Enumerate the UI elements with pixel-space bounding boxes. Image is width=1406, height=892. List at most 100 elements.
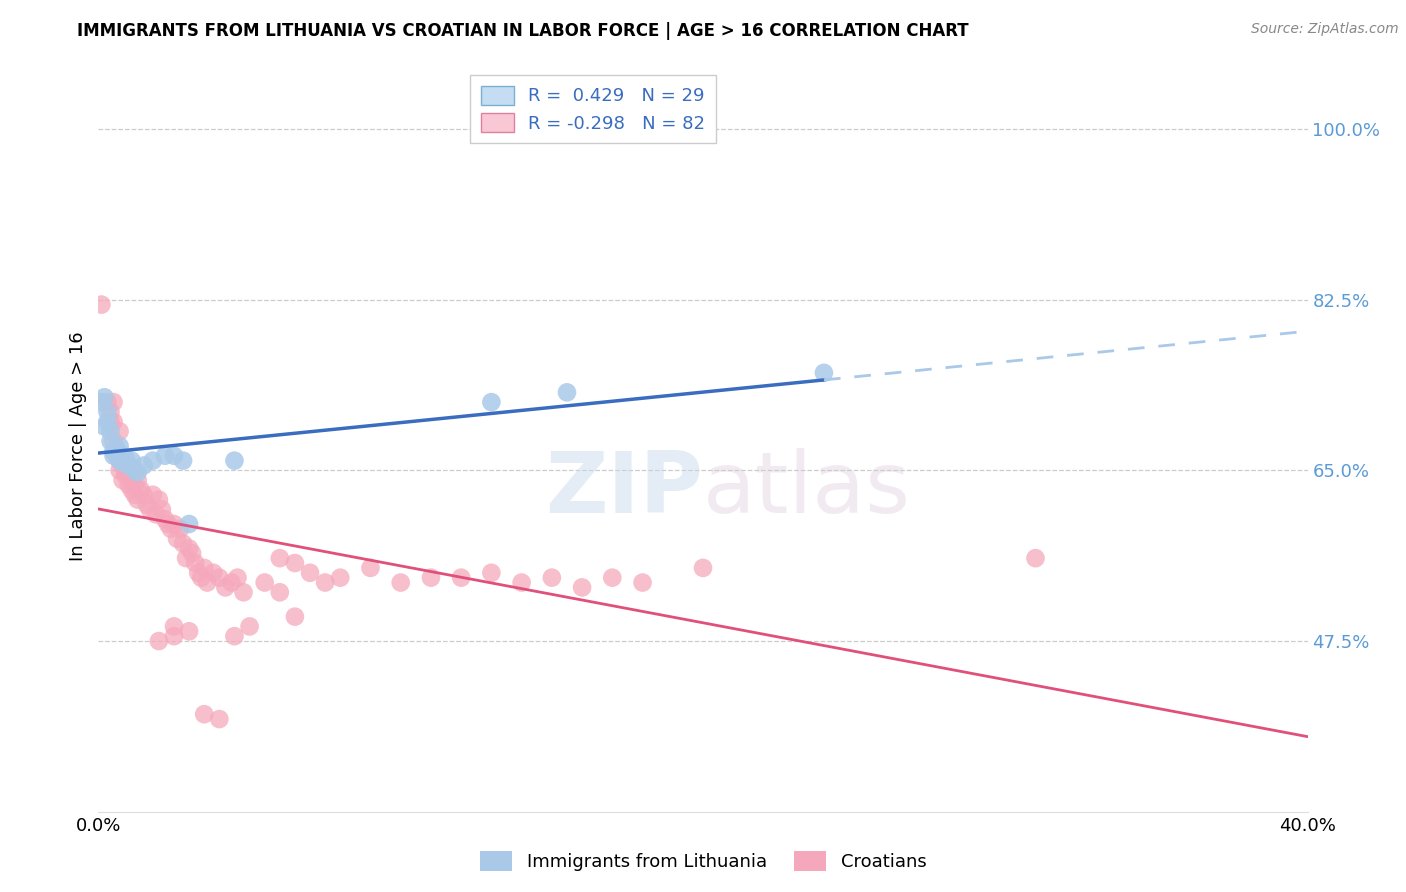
Point <box>174 551 197 566</box>
Point <box>179 624 201 639</box>
Point <box>1024 551 1046 566</box>
Point <box>269 551 291 566</box>
Point <box>232 585 254 599</box>
Point <box>127 466 149 480</box>
Point <box>108 453 131 467</box>
Point <box>103 395 125 409</box>
Text: ZIP: ZIP <box>546 449 703 532</box>
Point <box>118 458 141 473</box>
Legend: R =  0.429   N = 29, R = -0.298   N = 82: R = 0.429 N = 29, R = -0.298 N = 82 <box>470 75 716 144</box>
Y-axis label: In Labor Force | Age > 16: In Labor Force | Age > 16 <box>69 331 87 561</box>
Point <box>139 502 162 516</box>
Point <box>510 575 533 590</box>
Text: Source: ZipAtlas.com: Source: ZipAtlas.com <box>1251 22 1399 37</box>
Point <box>226 571 249 585</box>
Point <box>105 446 128 460</box>
Point <box>111 473 134 487</box>
Point <box>108 439 131 453</box>
Point <box>160 522 183 536</box>
Point <box>450 571 472 585</box>
Point <box>96 415 118 429</box>
Point <box>114 468 136 483</box>
Point <box>93 390 115 404</box>
Text: IMMIGRANTS FROM LITHUANIA VS CROATIAN IN LABOR FORCE | AGE > 16 CORRELATION CHAR: IMMIGRANTS FROM LITHUANIA VS CROATIAN IN… <box>77 22 969 40</box>
Point <box>105 443 128 458</box>
Point <box>224 453 246 467</box>
Point <box>108 463 131 477</box>
Point <box>184 556 207 570</box>
Point <box>103 443 125 458</box>
Point <box>150 502 173 516</box>
Point <box>127 492 149 507</box>
Point <box>813 366 835 380</box>
Point <box>124 463 146 477</box>
Point <box>90 297 112 311</box>
Point <box>142 453 165 467</box>
Point <box>214 581 236 595</box>
Point <box>329 571 352 585</box>
Point <box>156 516 179 531</box>
Point <box>127 473 149 487</box>
Point <box>169 522 191 536</box>
Point <box>163 449 186 463</box>
Point <box>481 395 503 409</box>
Point <box>208 571 231 585</box>
Point <box>111 453 134 467</box>
Point <box>105 442 128 456</box>
Point <box>631 575 654 590</box>
Point <box>114 463 136 477</box>
Point <box>153 449 176 463</box>
Point <box>179 516 201 531</box>
Point <box>540 571 562 585</box>
Point <box>190 571 212 585</box>
Point <box>555 385 578 400</box>
Point <box>224 629 246 643</box>
Point <box>121 453 143 467</box>
Point <box>100 405 122 419</box>
Legend: Immigrants from Lithuania, Croatians: Immigrants from Lithuania, Croatians <box>472 844 934 879</box>
Point <box>108 425 131 439</box>
Point <box>692 561 714 575</box>
Point <box>163 629 186 643</box>
Point <box>172 536 194 550</box>
Point <box>389 575 412 590</box>
Point <box>132 458 155 473</box>
Point <box>93 419 115 434</box>
Point <box>132 488 155 502</box>
Text: atlas: atlas <box>703 449 911 532</box>
Point <box>145 508 167 522</box>
Point <box>314 575 336 590</box>
Point <box>121 483 143 497</box>
Point <box>269 585 291 599</box>
Point <box>202 566 225 580</box>
Point <box>129 483 152 497</box>
Point <box>100 425 122 439</box>
Point <box>360 561 382 575</box>
Point <box>142 488 165 502</box>
Point <box>163 619 186 633</box>
Point <box>96 405 118 419</box>
Point <box>148 492 170 507</box>
Point <box>103 449 125 463</box>
Point <box>420 571 443 585</box>
Point <box>179 541 201 556</box>
Point <box>124 478 146 492</box>
Point <box>153 512 176 526</box>
Point <box>221 575 243 590</box>
Point <box>187 566 209 580</box>
Point <box>481 566 503 580</box>
Point <box>602 571 624 585</box>
Point <box>108 453 131 467</box>
Point <box>124 488 146 502</box>
Point <box>299 566 322 580</box>
Point <box>166 532 188 546</box>
Point <box>163 516 186 531</box>
Point <box>193 707 215 722</box>
Point <box>571 581 593 595</box>
Point <box>253 575 276 590</box>
Point <box>239 619 262 633</box>
Point <box>100 415 122 429</box>
Point <box>111 456 134 470</box>
Point <box>193 561 215 575</box>
Point <box>181 546 204 560</box>
